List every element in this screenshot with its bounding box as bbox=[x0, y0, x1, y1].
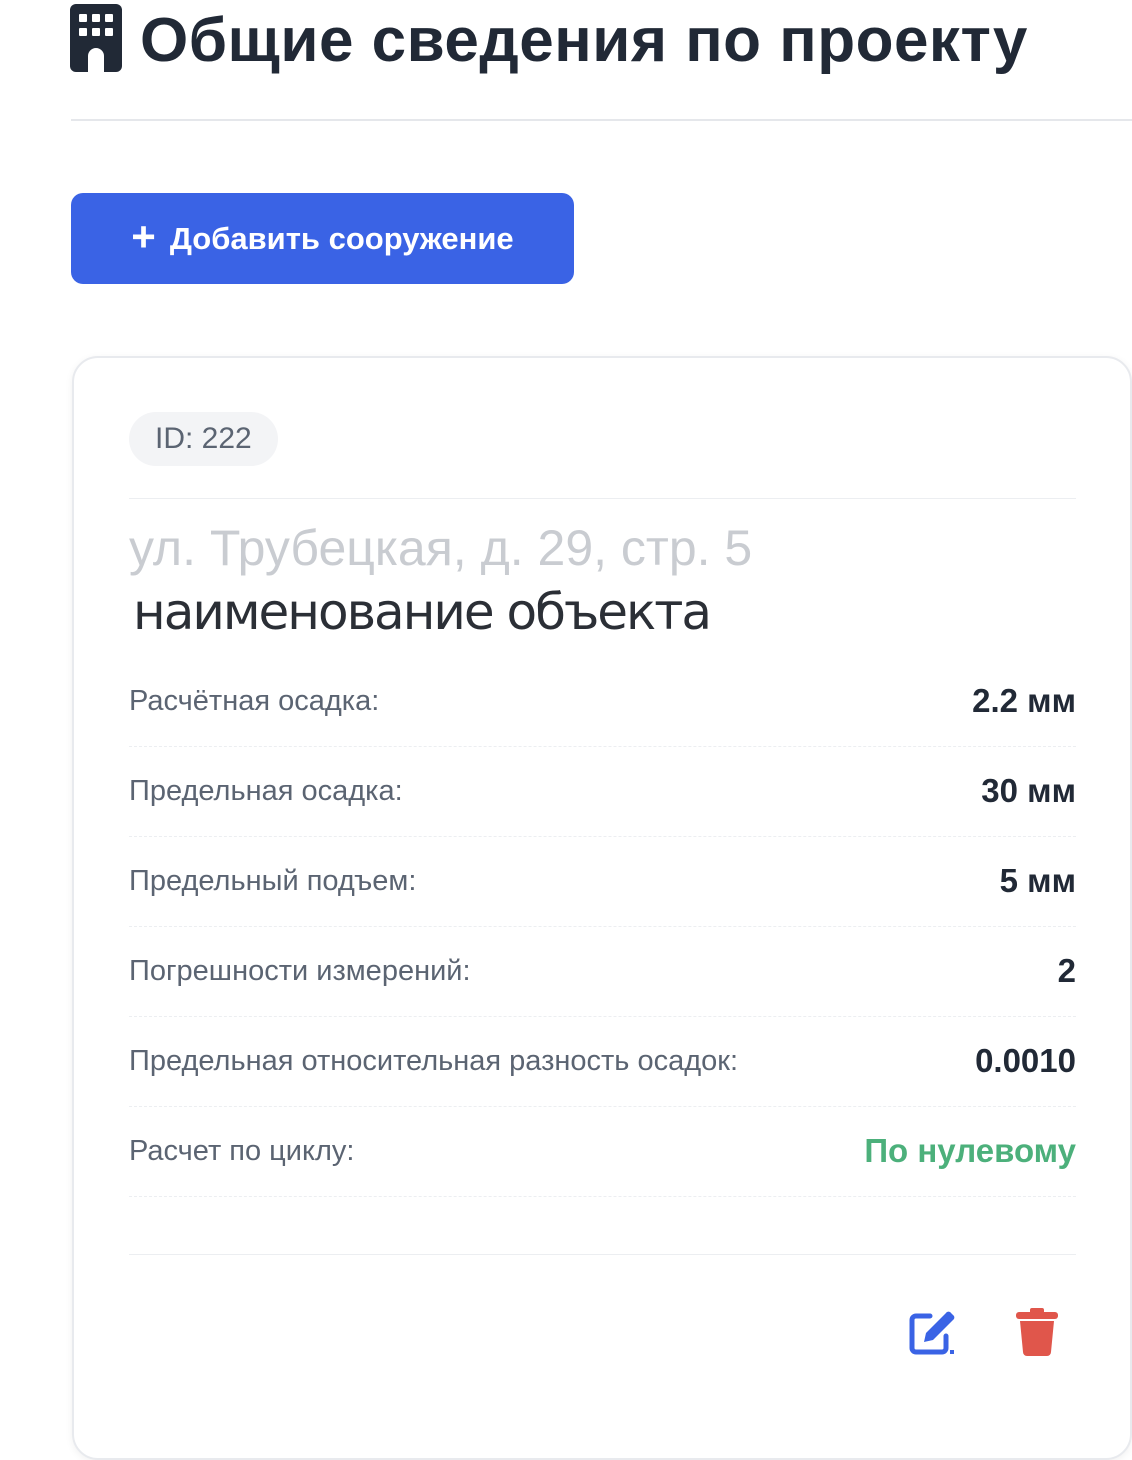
field-label: Предельная относительная разность осадок… bbox=[129, 1044, 739, 1077]
field-row: Погрешности измерений: 2 bbox=[129, 926, 1076, 1017]
page-header: Общие сведения по проекту bbox=[70, 4, 1028, 77]
page-title: Общие сведения по проекту bbox=[140, 6, 1028, 75]
field-label: Погрешности измерений: bbox=[129, 954, 471, 987]
divider bbox=[129, 1254, 1076, 1255]
trash-icon[interactable] bbox=[1016, 1308, 1058, 1361]
plus-icon: + bbox=[131, 212, 156, 260]
building-icon bbox=[70, 4, 122, 77]
field-label: Предельная осадка: bbox=[129, 774, 403, 807]
structure-card: ID: 222 ул. Трубецкая, д. 29, стр. 5 наи… bbox=[72, 356, 1132, 1460]
edit-icon[interactable] bbox=[908, 1308, 956, 1361]
id-badge: ID: 222 bbox=[129, 412, 278, 466]
field-value: 2.2 мм bbox=[972, 682, 1076, 719]
field-value: 5 мм bbox=[999, 862, 1076, 899]
field-value: 0.0010 bbox=[975, 1042, 1076, 1079]
field-row: Расчётная осадка: 2.2 мм bbox=[129, 656, 1076, 747]
field-label: Расчётная осадка: bbox=[129, 684, 380, 717]
divider bbox=[129, 498, 1076, 499]
field-row: Расчет по циклу: По нулевому bbox=[129, 1106, 1076, 1197]
field-label: Расчет по циклу: bbox=[129, 1134, 355, 1167]
add-structure-button[interactable]: + Добавить сооружение bbox=[71, 193, 574, 284]
field-value: 2 bbox=[1057, 952, 1076, 989]
object-name[interactable]: наименование объекта bbox=[133, 583, 712, 641]
field-row: Предельная осадка: 30 мм bbox=[129, 746, 1076, 837]
field-row: Предельный подъем: 5 мм bbox=[129, 836, 1076, 927]
field-value: 30 мм bbox=[981, 772, 1076, 809]
cycle-value: По нулевому bbox=[864, 1132, 1076, 1169]
field-label: Предельный подъем: bbox=[129, 864, 417, 897]
add-structure-label: Добавить сооружение bbox=[169, 220, 514, 256]
field-row: Предельная относительная разность осадок… bbox=[129, 1016, 1076, 1107]
address-placeholder: ул. Трубецкая, д. 29, стр. 5 bbox=[129, 520, 753, 576]
header-divider bbox=[71, 119, 1132, 121]
